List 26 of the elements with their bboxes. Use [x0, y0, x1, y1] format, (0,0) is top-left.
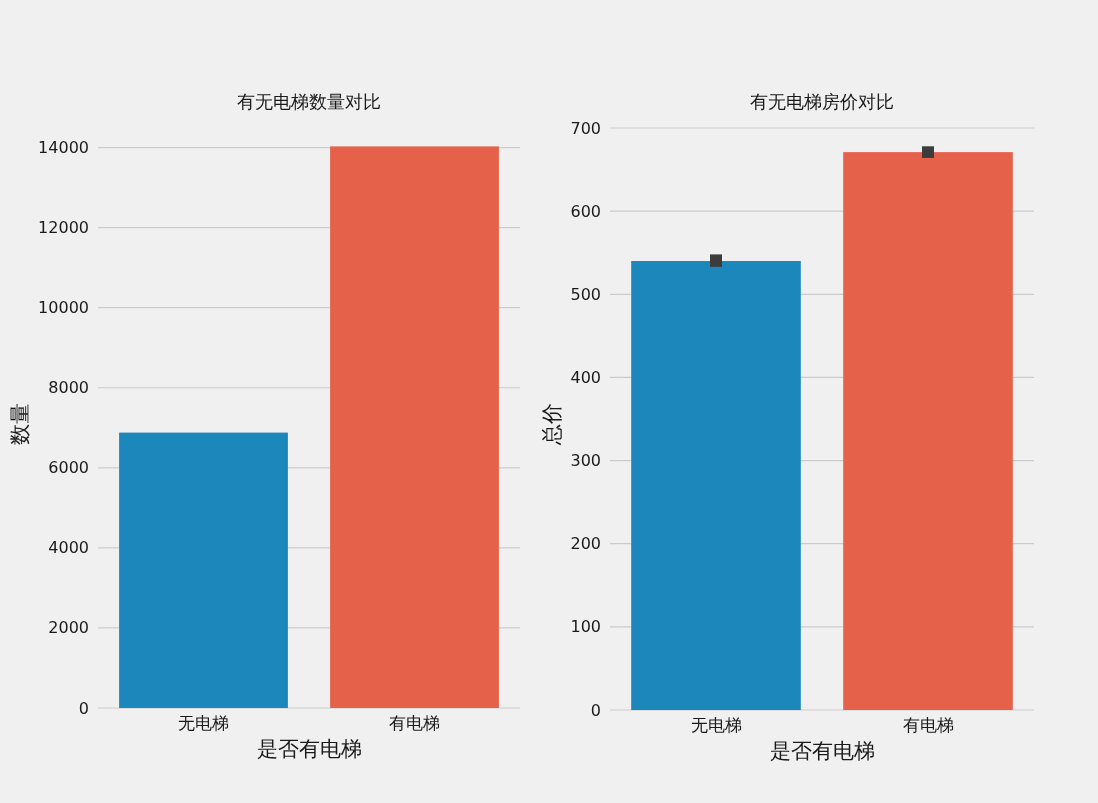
y-tick-label: 200 — [570, 534, 601, 554]
y-tick-label: 400 — [570, 367, 601, 387]
y-tick-label: 8000 — [48, 378, 89, 398]
x-axis-title: 是否有电梯 — [769, 739, 875, 763]
y-tick-label: 300 — [570, 451, 601, 471]
x-tick-label: 无电梯 — [178, 713, 229, 733]
y-tick-label: 100 — [570, 617, 601, 637]
y-tick-label: 10000 — [38, 298, 89, 318]
y-tick-label: 500 — [570, 284, 601, 304]
y-tick-label: 600 — [570, 201, 601, 221]
chart-title: 有无电梯数量对比 — [237, 90, 381, 112]
y-axis-title: 总价 — [540, 403, 565, 446]
y-tick-label: 0 — [78, 698, 89, 718]
y-tick-label: 4000 — [48, 538, 89, 558]
y-tick-label: 700 — [570, 118, 601, 138]
y-tick-label: 12000 — [38, 218, 89, 238]
y-tick-label: 14000 — [38, 138, 89, 158]
y-tick-label: 0 — [590, 700, 601, 720]
chart-title: 有无电梯房价对比 — [750, 90, 894, 112]
x-tick-label: 无电梯 — [690, 715, 742, 735]
x-tick-label: 有电梯 — [902, 715, 954, 735]
x-tick-label: 有电梯 — [389, 713, 440, 733]
y-tick-label: 6000 — [48, 458, 89, 478]
y-axis-title: 数量 — [8, 403, 33, 445]
y-tick-label: 2000 — [48, 618, 89, 638]
x-axis-title: 是否有电梯 — [256, 737, 362, 761]
